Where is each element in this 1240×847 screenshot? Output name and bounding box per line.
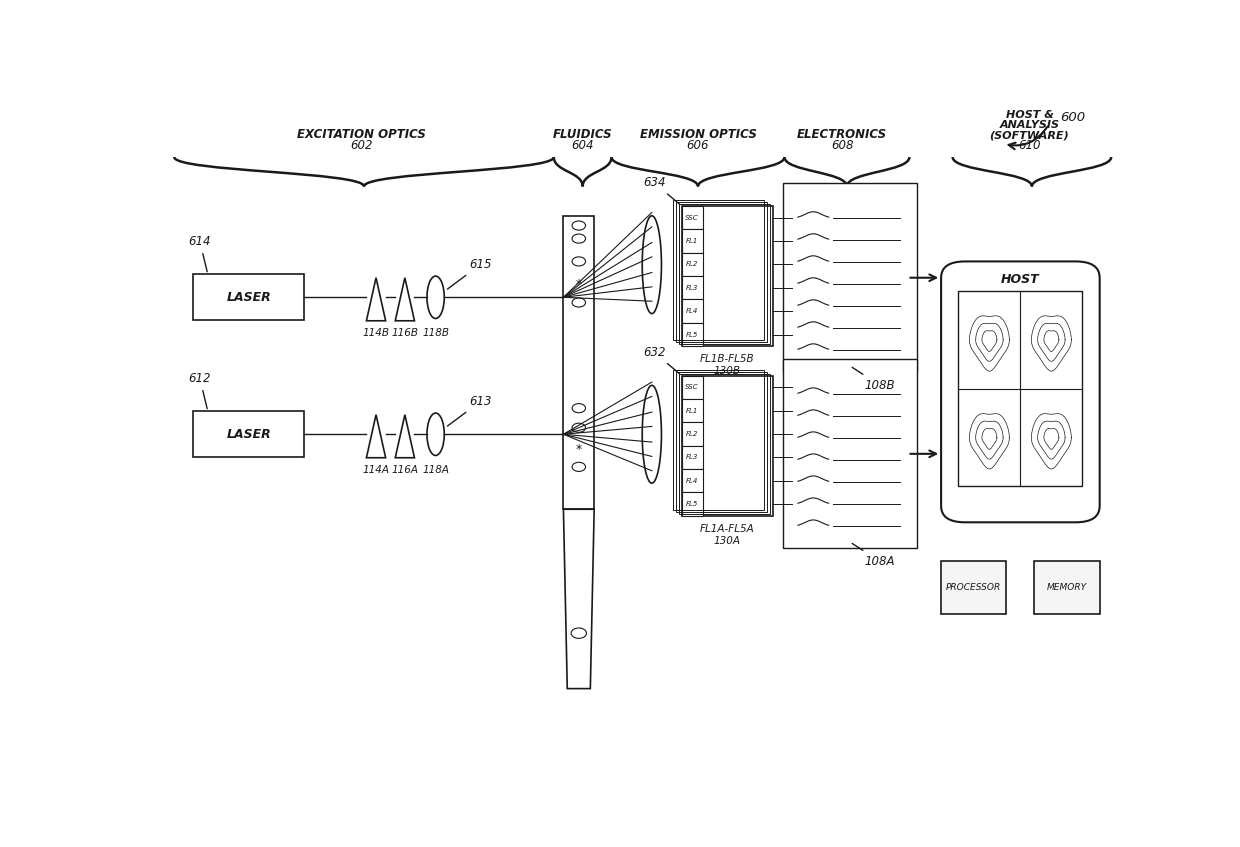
- Bar: [682, 323, 703, 346]
- Bar: [682, 206, 773, 346]
- Text: 604: 604: [572, 139, 594, 152]
- Bar: [682, 375, 773, 516]
- Text: 615: 615: [448, 258, 492, 289]
- Bar: [787, 363, 913, 545]
- Bar: [682, 492, 703, 516]
- Bar: [682, 423, 703, 446]
- Text: FL5: FL5: [686, 501, 698, 507]
- Bar: [941, 562, 1007, 613]
- Text: 610: 610: [1018, 139, 1040, 152]
- Text: 108A: 108A: [852, 544, 895, 567]
- Bar: [1034, 562, 1100, 613]
- Bar: [563, 216, 594, 509]
- Text: 114B: 114B: [362, 328, 389, 338]
- Text: 116A: 116A: [392, 465, 418, 475]
- Bar: [787, 186, 913, 369]
- Text: FL5: FL5: [686, 331, 698, 337]
- Bar: [682, 300, 703, 323]
- Text: 634: 634: [644, 176, 680, 204]
- Bar: [676, 372, 768, 512]
- Text: PROCESSOR: PROCESSOR: [946, 583, 1002, 592]
- Text: FL1: FL1: [686, 407, 698, 413]
- Text: FL3: FL3: [686, 285, 698, 291]
- Text: 632: 632: [644, 346, 680, 374]
- Bar: [673, 369, 764, 510]
- Text: FL2: FL2: [686, 431, 698, 437]
- Bar: [678, 204, 770, 344]
- Text: 606: 606: [687, 139, 709, 152]
- Bar: [682, 399, 703, 423]
- Text: FL3: FL3: [686, 454, 698, 461]
- Text: 114A: 114A: [362, 465, 389, 475]
- Text: FL1: FL1: [686, 238, 698, 244]
- Text: 600: 600: [1060, 112, 1085, 125]
- Text: 602: 602: [351, 139, 373, 152]
- Bar: [682, 446, 703, 469]
- Text: ELECTRONICS: ELECTRONICS: [797, 128, 887, 141]
- Bar: [676, 202, 768, 342]
- Text: 612: 612: [188, 372, 211, 409]
- FancyBboxPatch shape: [941, 262, 1100, 523]
- Text: LASER: LASER: [227, 291, 272, 304]
- Text: FL2: FL2: [686, 262, 698, 268]
- Bar: [673, 200, 764, 340]
- Text: 613: 613: [448, 395, 492, 426]
- Bar: [792, 366, 908, 542]
- Text: MEMORY: MEMORY: [1047, 583, 1087, 592]
- Text: SSC: SSC: [686, 385, 699, 390]
- Bar: [792, 190, 908, 366]
- Text: HOST: HOST: [1001, 274, 1039, 286]
- Bar: [682, 469, 703, 492]
- Text: *: *: [575, 443, 582, 456]
- Bar: [682, 230, 703, 252]
- Text: LASER: LASER: [227, 428, 272, 440]
- Text: 130B: 130B: [714, 366, 740, 376]
- Text: *: *: [575, 278, 582, 291]
- Text: 614: 614: [188, 235, 211, 272]
- Text: FLUIDICS: FLUIDICS: [553, 128, 613, 141]
- Text: HOST &: HOST &: [1006, 109, 1054, 119]
- Bar: [782, 183, 918, 373]
- Text: (SOFTWARE): (SOFTWARE): [990, 130, 1069, 141]
- Bar: [193, 274, 304, 320]
- Text: 118A: 118A: [422, 465, 449, 475]
- Text: SSC: SSC: [686, 214, 699, 221]
- Bar: [682, 252, 703, 276]
- Bar: [782, 359, 918, 548]
- Text: FL1B-FL5B: FL1B-FL5B: [699, 354, 755, 364]
- Text: 118B: 118B: [422, 328, 449, 338]
- Bar: [678, 374, 770, 514]
- Text: EXCITATION OPTICS: EXCITATION OPTICS: [298, 128, 427, 141]
- Text: 116B: 116B: [392, 328, 418, 338]
- Text: FL1A-FL5A: FL1A-FL5A: [699, 523, 755, 534]
- Bar: [682, 276, 703, 300]
- Text: 108B: 108B: [852, 368, 895, 391]
- Text: EMISSION OPTICS: EMISSION OPTICS: [640, 128, 756, 141]
- Bar: [682, 206, 703, 230]
- Text: 130A: 130A: [714, 535, 740, 545]
- Text: FL4: FL4: [686, 308, 698, 314]
- Bar: [959, 291, 1083, 486]
- Bar: [193, 412, 304, 457]
- Bar: [682, 375, 703, 399]
- Text: ANALYSIS: ANALYSIS: [999, 120, 1059, 130]
- Text: 608: 608: [831, 139, 853, 152]
- Text: FL4: FL4: [686, 478, 698, 484]
